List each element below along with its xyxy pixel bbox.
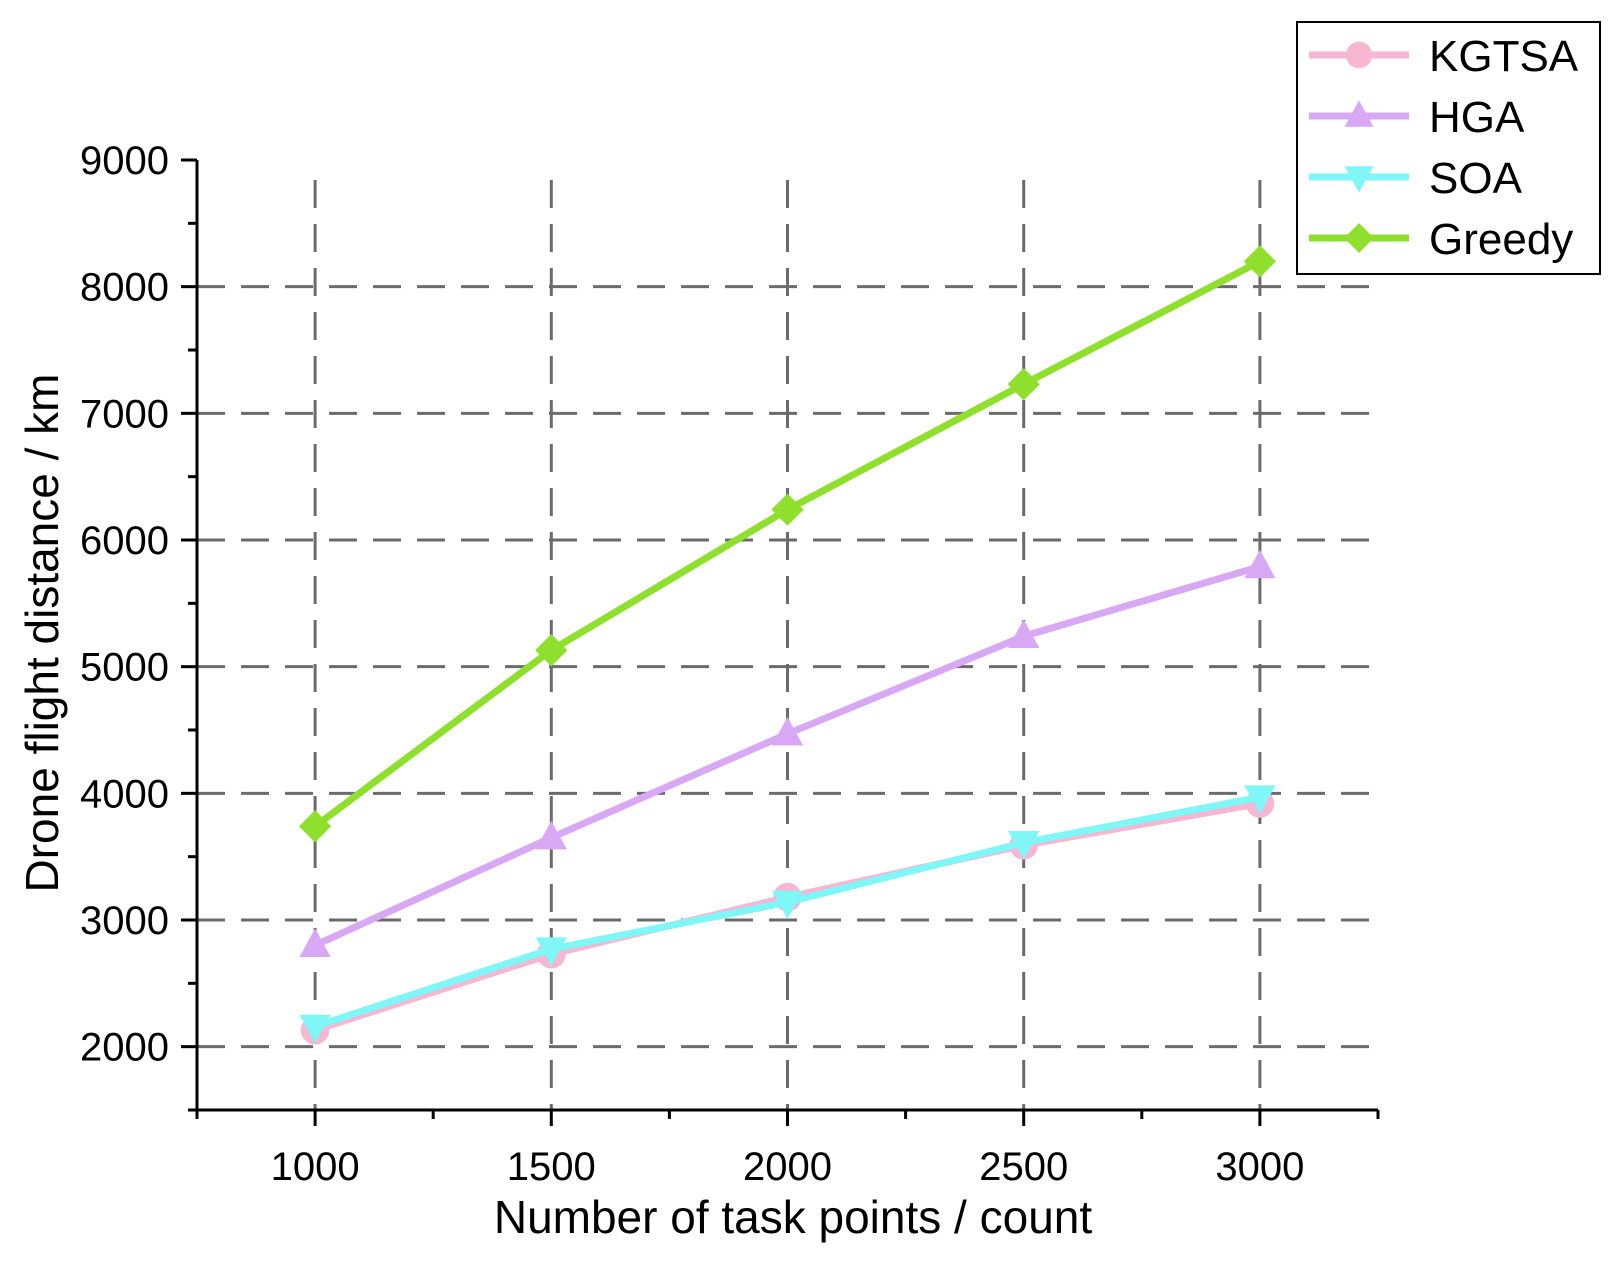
legend-item-soa: SOA: [1309, 154, 1523, 203]
data-point-soa-1000: [299, 1014, 331, 1044]
series-soa: [299, 785, 1276, 1044]
data-point-hga-1500: [535, 820, 567, 850]
legend-label-hga: HGA: [1429, 93, 1525, 142]
data-point-hga-2500: [1008, 619, 1040, 648]
data-point-soa-2500: [1008, 831, 1040, 860]
legend-marker-kgtsa: [1345, 41, 1373, 69]
data-point-greedy-1000: [298, 810, 332, 843]
series-hga: [299, 549, 1276, 958]
legend-item-kgtsa: KGTSA: [1309, 32, 1579, 81]
axes: 2000 3000 4000 5000 6000 7000 8000 9000 1000 1500…: [80, 139, 1380, 1189]
y-tick-label-8000: 8000: [80, 266, 169, 310]
y-tick-label-4000: 4000: [80, 772, 169, 816]
grid: [197, 180, 1378, 1110]
data-point-hga-3000: [1244, 549, 1276, 579]
data-point-greedy-2500: [1007, 368, 1040, 401]
x-tick-label-1000: 1000: [271, 1145, 360, 1189]
data-point-greedy-2000: [771, 493, 804, 526]
legend: KGTSA HGA SOA Greedy: [1296, 21, 1601, 275]
data-point-soa-1500: [535, 937, 567, 967]
x-tick-label-3000: 3000: [1215, 1145, 1304, 1189]
y-tick-label-3000: 3000: [80, 899, 169, 943]
data-point-greedy-3000: [1243, 245, 1277, 278]
x-axis-title: Number of task points / count: [494, 1191, 1093, 1243]
y-axis-title: Drone flight distance / km: [16, 373, 68, 892]
data-point-soa-2000: [771, 890, 804, 920]
y-tick-label-6000: 6000: [80, 519, 169, 563]
legend-box: [1296, 21, 1601, 275]
x-tick-label-1500: 1500: [507, 1145, 596, 1189]
y-tick-label-5000: 5000: [80, 646, 169, 690]
legend-label-soa: SOA: [1429, 154, 1523, 203]
y-tick-label-7000: 7000: [80, 392, 169, 436]
legend-item-hga: HGA: [1309, 93, 1525, 142]
x-tick-label-2500: 2500: [979, 1145, 1068, 1189]
legend-label-greedy: Greedy: [1429, 215, 1573, 264]
data-point-hga-2000: [771, 716, 804, 746]
series-group: [298, 245, 1277, 1045]
data-point-hga-1000: [299, 928, 331, 958]
data-point-soa-3000: [1244, 785, 1276, 815]
legend-marker-soa: [1344, 166, 1374, 193]
legend-marker-greedy: [1344, 223, 1374, 253]
legend-marker-hga: [1344, 100, 1374, 127]
data-point-greedy-1500: [535, 634, 568, 667]
x-tick-label-2000: 2000: [743, 1145, 832, 1189]
y-tick-label-2000: 2000: [80, 1026, 169, 1070]
legend-label-kgtsa: KGTSA: [1429, 32, 1579, 81]
legend-item-greedy: Greedy: [1309, 215, 1573, 264]
series-greedy: [298, 245, 1277, 843]
y-tick-label-9000: 9000: [80, 139, 169, 183]
